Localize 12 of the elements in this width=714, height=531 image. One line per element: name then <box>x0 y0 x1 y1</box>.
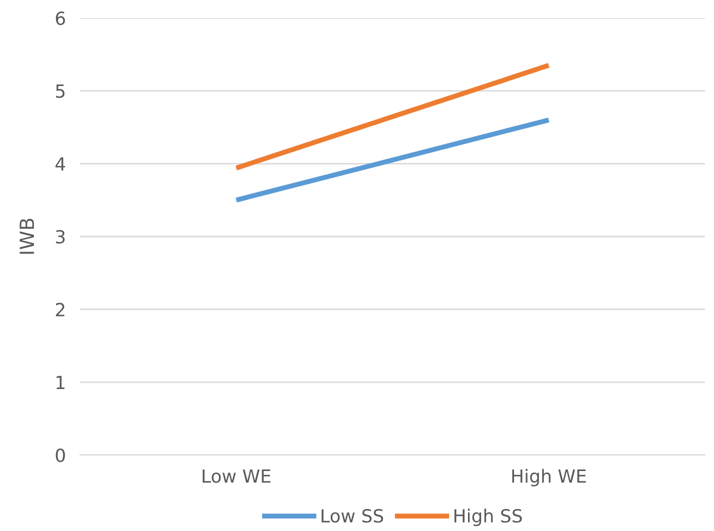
y-tick-label: 4 <box>56 157 66 171</box>
y-tick-label: 3 <box>56 230 65 244</box>
y-axis-title: IWB <box>20 218 34 254</box>
x-tick-label: Low WE <box>202 469 270 483</box>
legend-label: Low SS <box>322 508 384 523</box>
y-tick-label: 6 <box>56 11 65 26</box>
x-tick-label: High WE <box>512 468 586 486</box>
legend-label: High SS <box>454 508 522 526</box>
y-tick-label: 2 <box>56 302 64 316</box>
y-tick-label: 1 <box>56 376 64 390</box>
y-tick-label: 5 <box>56 84 65 98</box>
y-tick-label: 0 <box>56 448 65 462</box>
